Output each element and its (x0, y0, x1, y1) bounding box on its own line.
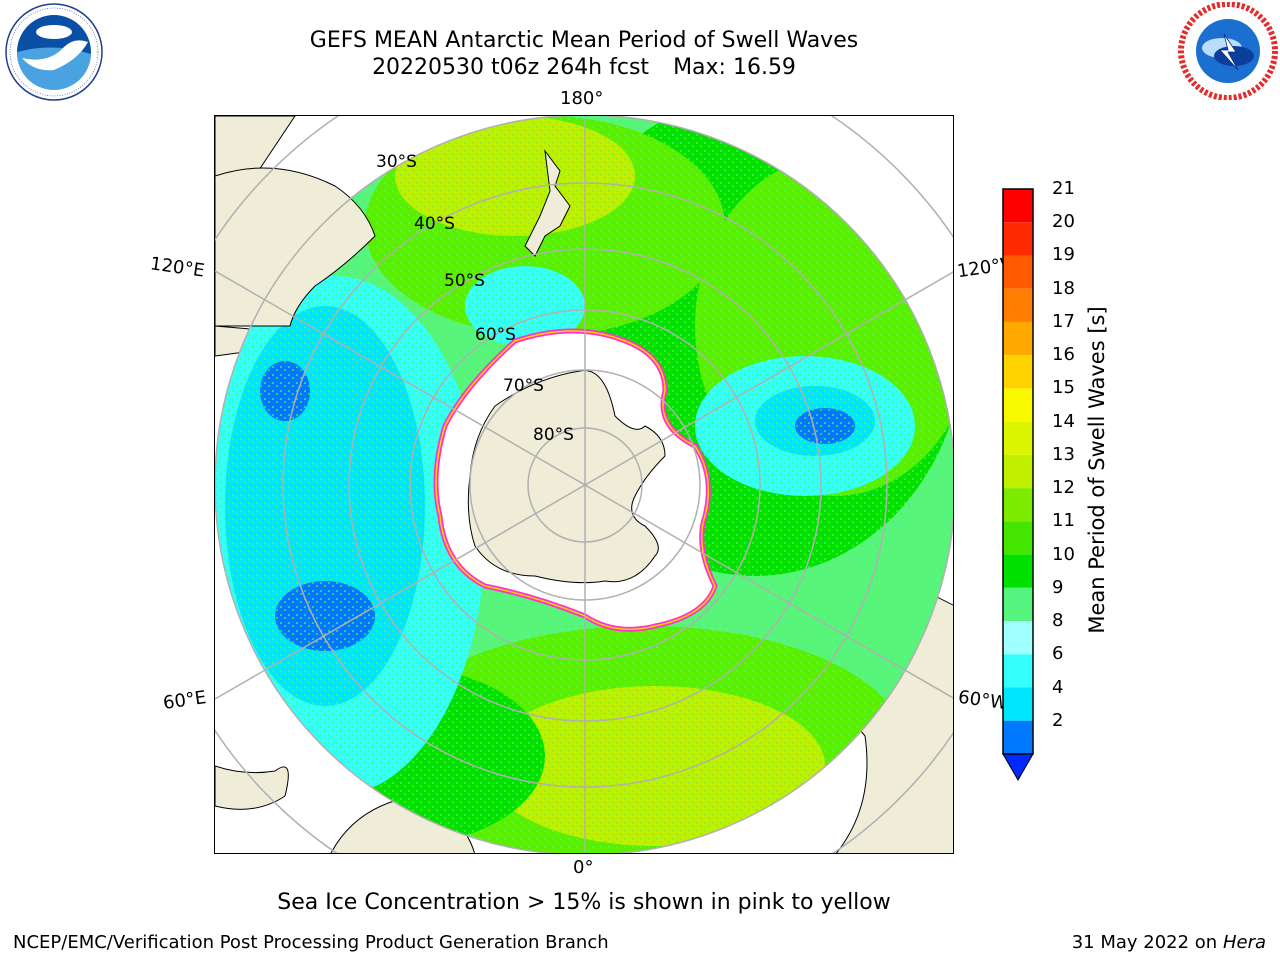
lat-label-70s: 70°S (503, 376, 544, 396)
footer-date-text: 31 May 2022 on (1071, 932, 1218, 953)
colorbar-tick-label: 2 (1052, 709, 1064, 731)
colorbar-box (1003, 189, 1033, 223)
colorbar-tick-label: 15 (1052, 377, 1075, 399)
colorbar-box (1003, 288, 1033, 322)
colorbar-box (1003, 621, 1033, 655)
colorbar-label: Mean Period of Swell Waves [s] (1085, 306, 1109, 634)
colorbar-tick-label: 16 (1052, 344, 1075, 366)
run-info: 20220530 t06z 264h fcst (372, 55, 650, 80)
noaa-logo (5, 3, 103, 101)
colorbar-tick-label: 18 (1052, 277, 1075, 299)
polar-map: 30°S 40°S 50°S 60°S 70°S 80°S (214, 115, 954, 854)
colorbar-box (1003, 321, 1033, 356)
colorbar-box (1003, 720, 1033, 754)
colorbar-box (1003, 255, 1033, 289)
colorbar-box (1003, 222, 1033, 256)
colorbar-box (1003, 654, 1033, 688)
colorbar-tick-label: 8 (1052, 610, 1064, 632)
lon-label-180: 180° (560, 88, 604, 109)
colorbar-box (1003, 388, 1033, 422)
colorbar-box (1003, 488, 1033, 522)
lat-label-50s: 50°S (444, 271, 485, 291)
colorbar-tick-label: 9 (1052, 576, 1064, 598)
lat-label-80s: 80°S (533, 425, 574, 445)
colorbar-tick-label: 11 (1052, 510, 1075, 532)
lon-label-0: 0° (573, 857, 594, 878)
colorbar-box (1003, 554, 1033, 588)
map-title: GEFS MEAN Antarctic Mean Period of Swell… (309, 28, 859, 53)
colorbar-box (1003, 355, 1033, 389)
colorbar-tick-label: 6 (1052, 643, 1064, 665)
colorbar-box (1003, 421, 1033, 455)
colorbar-box (1003, 454, 1033, 489)
colorbar-box (1003, 521, 1033, 555)
footer-machine: Hera (1222, 932, 1266, 953)
colorbar-tick-label: 20 (1052, 211, 1075, 233)
colorbar-tick-label: 10 (1052, 543, 1075, 565)
colorbar-tick-label: 12 (1052, 477, 1075, 499)
footer-date: 31 May 2022 on Hera (1072, 932, 1266, 953)
colorbar-tick-label: 14 (1052, 410, 1075, 432)
colorbar-tick-label: 13 (1052, 443, 1075, 465)
lat-label-60s: 60°S (475, 325, 516, 345)
sea-ice-note: Sea Ice Concentration > 15% is shown in … (277, 890, 891, 915)
map-canvas (215, 116, 953, 853)
max-value: Max: 16.59 (673, 55, 796, 80)
lon-label-60e: 60°E (161, 687, 208, 714)
graticule (215, 116, 953, 853)
colorbar-tick-label: 21 (1052, 178, 1075, 199)
lon-label-120e: 120°E (148, 253, 206, 282)
colorbar-box (1003, 687, 1033, 721)
colorbar-ticks: 21 20 19 18 17 16 15 14 13 12 11 10 9 8 6 4 2 (1052, 0, 1092, 960)
nws-logo (1178, 2, 1278, 100)
colorbar-box (1003, 587, 1033, 622)
lat-label-30s: 30°S (376, 152, 417, 172)
colorbar-tick-label: 17 (1052, 310, 1075, 332)
colorbar-tick-label: 4 (1052, 676, 1064, 698)
map-subtitle: 20220530 t06z 264h fcst Max: 16.59 (214, 54, 954, 81)
colorbar-tick-label: 19 (1052, 244, 1075, 266)
lat-label-40s: 40°S (414, 214, 455, 234)
footer-org: NCEP/EMC/Verification Post Processing Pr… (13, 932, 609, 953)
colorbar (1002, 188, 1034, 782)
coastlines (215, 149, 571, 327)
